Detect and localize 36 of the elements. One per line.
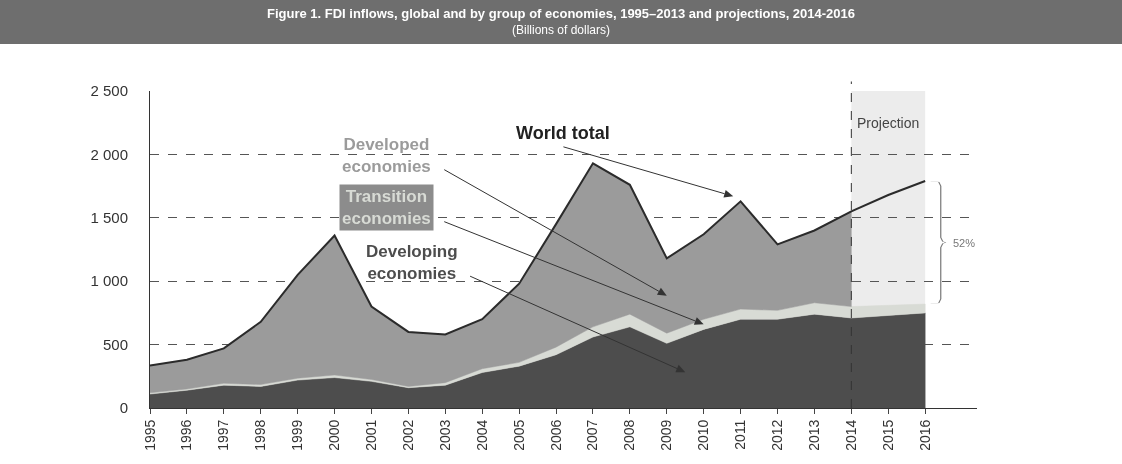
x-tick-label: 2008 <box>621 419 638 451</box>
text: Developing economies <box>366 242 458 284</box>
x-tick-label: 2009 <box>658 419 675 451</box>
x-tick-label: 2014 <box>842 419 859 451</box>
x-tick-label: 2016 <box>916 419 933 451</box>
text: Transition economies <box>342 187 431 229</box>
x-tick-label: 2006 <box>547 419 564 451</box>
x-tick-label: 2013 <box>805 419 822 451</box>
x-tick-label: 2003 <box>436 419 453 451</box>
x-tick-label: 2001 <box>363 419 380 451</box>
y-tick-label: 2 000 <box>90 145 128 163</box>
text: Developed economies <box>342 135 431 177</box>
x-tick-label: 1995 <box>141 419 158 451</box>
y-tick-label: 0 <box>119 399 128 417</box>
annotation: 52% <box>953 237 976 249</box>
x-tick-label: 1998 <box>252 419 269 451</box>
chart-subtitle: (Billions of dollars) <box>510 23 611 37</box>
x-tick-label: 2005 <box>510 419 527 451</box>
chart-title: Figure 1. FDI inflows, global and by group of economies, 1995–2013 and projections, 2014-2016 <box>265 5 857 21</box>
x-tick-label: 1999 <box>289 419 306 451</box>
y-tick-label: 1 000 <box>90 272 128 290</box>
series-label: World total <box>516 123 610 143</box>
x-tick-label: 2004 <box>473 419 490 451</box>
y-tick-label: 500 <box>102 335 128 353</box>
x-tick-label: 2012 <box>769 419 786 451</box>
x-tick-label: 2002 <box>399 419 416 451</box>
x-tick-label: 2007 <box>584 419 601 451</box>
x-tick-label: 2010 <box>695 419 712 451</box>
x-tick-label: 1996 <box>178 419 195 451</box>
y-tick-label: 1 500 <box>90 209 128 227</box>
y-tick-label: 2 500 <box>90 82 128 100</box>
x-tick-label: 2000 <box>326 419 343 451</box>
x-tick-label: 2015 <box>879 419 896 451</box>
band-label: Projection <box>857 115 920 131</box>
x-tick-label: 1997 <box>215 419 232 451</box>
x-tick-label: 2011 <box>732 419 749 450</box>
